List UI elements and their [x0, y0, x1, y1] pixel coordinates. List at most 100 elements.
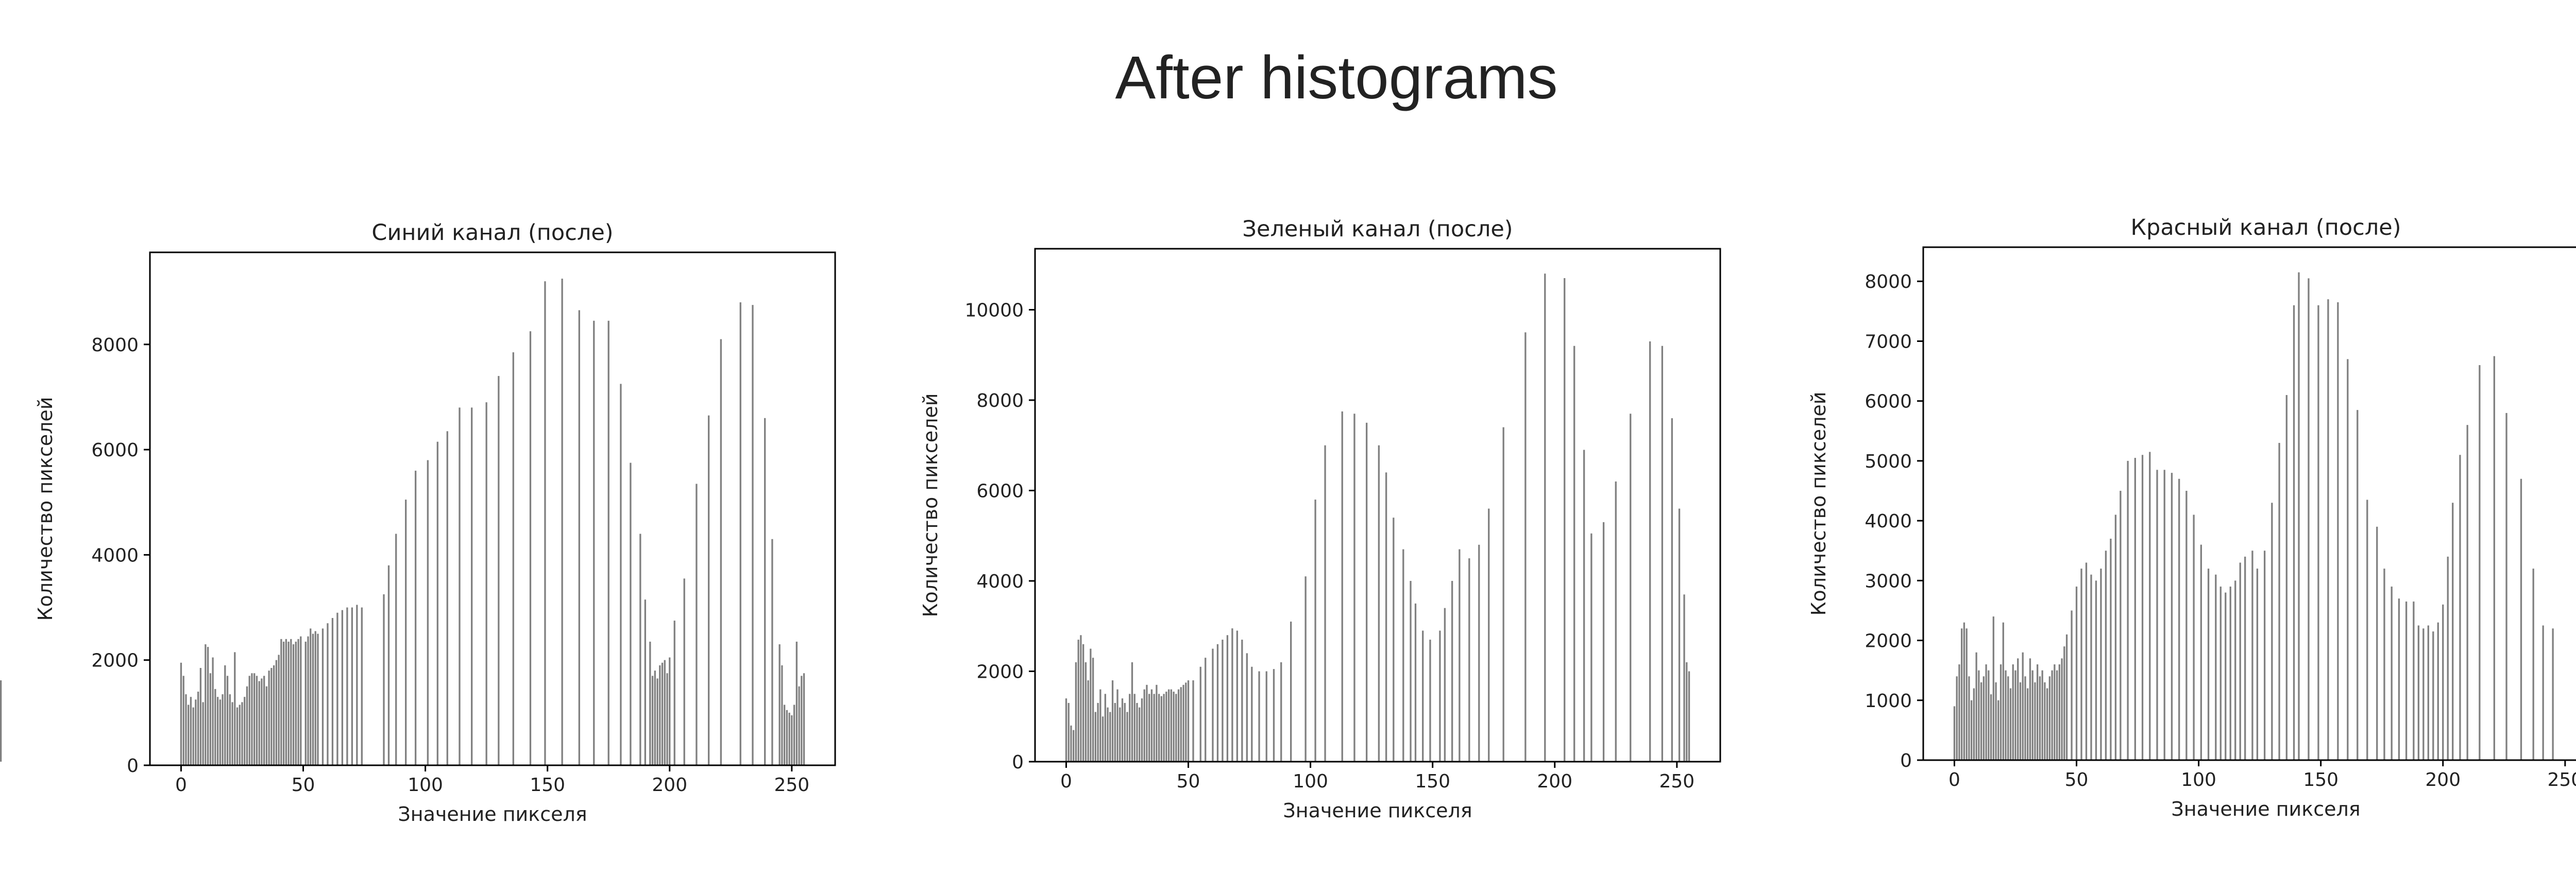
- bar: [395, 534, 397, 765]
- bar: [2163, 470, 2165, 760]
- bar: [1414, 603, 1417, 762]
- bar: [2149, 452, 2151, 760]
- bar: [188, 705, 190, 765]
- bar: [1087, 680, 1089, 762]
- bar: [182, 676, 184, 765]
- bar: [803, 673, 805, 765]
- bar: [1070, 725, 1072, 762]
- bar: [1459, 549, 1461, 762]
- bar: [1649, 341, 1651, 762]
- bar: [1084, 662, 1087, 762]
- bar: [1182, 684, 1184, 762]
- bar: [1101, 716, 1104, 762]
- y-axis-label: Количество пикселей: [34, 397, 57, 621]
- bar: [651, 676, 654, 765]
- bar: [1573, 346, 1575, 762]
- bar: [1992, 616, 1994, 760]
- x-axis-label: Значение пикселя: [2171, 798, 2360, 820]
- bar: [2200, 544, 2202, 760]
- y-tick-label: 6000: [91, 440, 139, 461]
- bar: [1956, 676, 1958, 760]
- x-axis-label: Значение пикселя: [1283, 799, 1472, 822]
- bar: [351, 607, 353, 765]
- bar: [2239, 562, 2241, 760]
- bar: [1082, 644, 1084, 762]
- bar: [300, 636, 302, 765]
- bar: [1139, 707, 1141, 762]
- bar: [529, 331, 532, 765]
- bar: [1502, 427, 1504, 762]
- bar: [317, 633, 319, 765]
- bar: [2009, 688, 2012, 760]
- bar: [2244, 556, 2246, 760]
- y-tick-label: 1000: [1865, 691, 1912, 712]
- bar: [304, 641, 307, 765]
- bar: [427, 460, 429, 765]
- bar: [1982, 676, 1985, 760]
- y-tick-label: 6000: [976, 480, 1024, 502]
- bar: [2061, 658, 2063, 760]
- bar: [295, 641, 297, 765]
- bar: [253, 673, 256, 765]
- bar: [234, 652, 236, 765]
- bar: [1999, 664, 2002, 760]
- y-tick-label: 8000: [91, 335, 139, 356]
- bar: [251, 673, 253, 765]
- x-tick-label: 200: [2425, 769, 2461, 791]
- bar: [321, 628, 324, 765]
- bar: [1192, 680, 1194, 762]
- bar: [256, 676, 258, 765]
- bar: [2215, 574, 2217, 760]
- y-tick-label: 8000: [976, 390, 1024, 411]
- bar: [224, 665, 226, 765]
- bar: [2493, 356, 2495, 760]
- bar: [1226, 635, 1229, 762]
- x-tick-label: 200: [652, 775, 687, 796]
- bar: [1094, 712, 1097, 762]
- bar: [1990, 694, 1992, 760]
- bar: [2285, 395, 2287, 760]
- bar: [261, 678, 263, 765]
- bar: [446, 431, 448, 765]
- axes-frame: [1034, 248, 1721, 763]
- bar: [788, 712, 790, 765]
- x-tick-label: 50: [292, 775, 315, 796]
- x-axis-label: Значение пикселя: [398, 803, 587, 826]
- bar: [258, 681, 260, 765]
- bar: [1678, 508, 1681, 762]
- y-tick-label: 0: [127, 755, 139, 777]
- bar: [2432, 631, 2434, 760]
- bar: [1116, 689, 1118, 762]
- bar: [2037, 664, 2039, 760]
- bar: [2327, 299, 2329, 760]
- bar: [1975, 652, 1977, 760]
- bar: [1988, 670, 1990, 760]
- bar: [1231, 628, 1233, 762]
- bar: [2447, 556, 2449, 760]
- bar: [356, 605, 358, 765]
- bar: [2075, 586, 2078, 760]
- bar: [361, 607, 363, 765]
- bar: [239, 705, 241, 765]
- bar: [341, 610, 344, 765]
- bar: [1683, 594, 1685, 762]
- x-tick-label: 50: [1177, 771, 1200, 792]
- bar: [2293, 305, 2295, 760]
- bar: [2019, 682, 2022, 760]
- bar: [265, 686, 268, 765]
- bar: [2479, 365, 2481, 760]
- bar: [190, 697, 192, 765]
- bar: [1187, 680, 1190, 762]
- y-tick-label: 10000: [964, 300, 1024, 321]
- bar: [620, 384, 622, 765]
- bar: [1468, 558, 1470, 762]
- bar: [764, 418, 766, 765]
- bar: [2185, 491, 2188, 760]
- bar: [327, 623, 329, 765]
- bar: [2029, 658, 2031, 760]
- bar: [1185, 682, 1187, 762]
- bar: [1290, 621, 1292, 762]
- bar: [2134, 458, 2136, 760]
- bar: [2080, 569, 2082, 760]
